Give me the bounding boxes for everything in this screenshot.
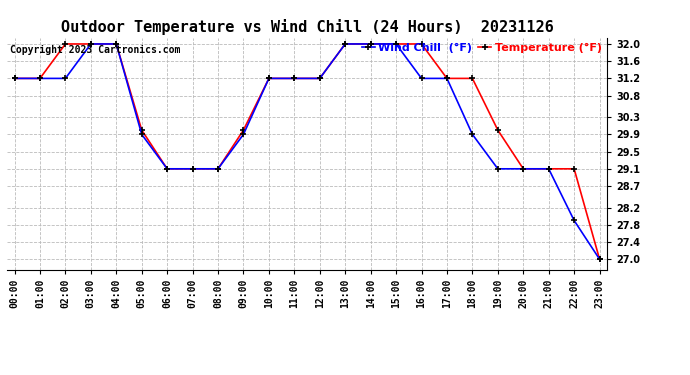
Temperature (°F) bbox=[188, 166, 197, 171]
Wind Chill  (°F) bbox=[188, 166, 197, 171]
Wind Chill  (°F) bbox=[392, 42, 400, 46]
Line: Wind Chill  (°F): Wind Chill (°F) bbox=[11, 40, 603, 263]
Temperature (°F) bbox=[392, 42, 400, 46]
Wind Chill  (°F) bbox=[493, 166, 502, 171]
Temperature (°F) bbox=[239, 128, 248, 132]
Temperature (°F) bbox=[341, 42, 349, 46]
Wind Chill  (°F) bbox=[87, 42, 95, 46]
Temperature (°F) bbox=[595, 257, 604, 261]
Title: Outdoor Temperature vs Wind Chill (24 Hours)  20231126: Outdoor Temperature vs Wind Chill (24 Ho… bbox=[61, 19, 553, 35]
Wind Chill  (°F) bbox=[595, 257, 604, 261]
Temperature (°F) bbox=[10, 76, 19, 81]
Wind Chill  (°F) bbox=[61, 76, 70, 81]
Temperature (°F) bbox=[137, 128, 146, 132]
Wind Chill  (°F) bbox=[163, 166, 171, 171]
Wind Chill  (°F) bbox=[214, 166, 222, 171]
Temperature (°F) bbox=[417, 42, 426, 46]
Wind Chill  (°F) bbox=[290, 76, 299, 81]
Wind Chill  (°F) bbox=[239, 132, 248, 136]
Temperature (°F) bbox=[61, 42, 70, 46]
Temperature (°F) bbox=[214, 166, 222, 171]
Wind Chill  (°F) bbox=[315, 76, 324, 81]
Temperature (°F) bbox=[87, 42, 95, 46]
Wind Chill  (°F) bbox=[544, 166, 553, 171]
Wind Chill  (°F) bbox=[469, 132, 477, 136]
Wind Chill  (°F) bbox=[570, 218, 578, 223]
Wind Chill  (°F) bbox=[443, 76, 451, 81]
Temperature (°F) bbox=[570, 166, 578, 171]
Wind Chill  (°F) bbox=[341, 42, 349, 46]
Line: Temperature (°F): Temperature (°F) bbox=[11, 40, 603, 263]
Temperature (°F) bbox=[519, 166, 527, 171]
Wind Chill  (°F) bbox=[10, 76, 19, 81]
Temperature (°F) bbox=[315, 76, 324, 81]
Wind Chill  (°F) bbox=[137, 132, 146, 136]
Wind Chill  (°F) bbox=[112, 42, 121, 46]
Wind Chill  (°F) bbox=[265, 76, 273, 81]
Temperature (°F) bbox=[366, 42, 375, 46]
Temperature (°F) bbox=[443, 76, 451, 81]
Legend: Wind Chill  (°F), Temperature (°F): Wind Chill (°F), Temperature (°F) bbox=[359, 41, 604, 56]
Text: Copyright 2023 Cartronics.com: Copyright 2023 Cartronics.com bbox=[10, 45, 180, 54]
Wind Chill  (°F) bbox=[519, 166, 527, 171]
Temperature (°F) bbox=[163, 166, 171, 171]
Temperature (°F) bbox=[112, 42, 121, 46]
Wind Chill  (°F) bbox=[36, 76, 44, 81]
Temperature (°F) bbox=[493, 128, 502, 132]
Temperature (°F) bbox=[265, 76, 273, 81]
Temperature (°F) bbox=[36, 76, 44, 81]
Temperature (°F) bbox=[544, 166, 553, 171]
Temperature (°F) bbox=[290, 76, 299, 81]
Wind Chill  (°F) bbox=[366, 42, 375, 46]
Wind Chill  (°F) bbox=[417, 76, 426, 81]
Temperature (°F) bbox=[469, 76, 477, 81]
